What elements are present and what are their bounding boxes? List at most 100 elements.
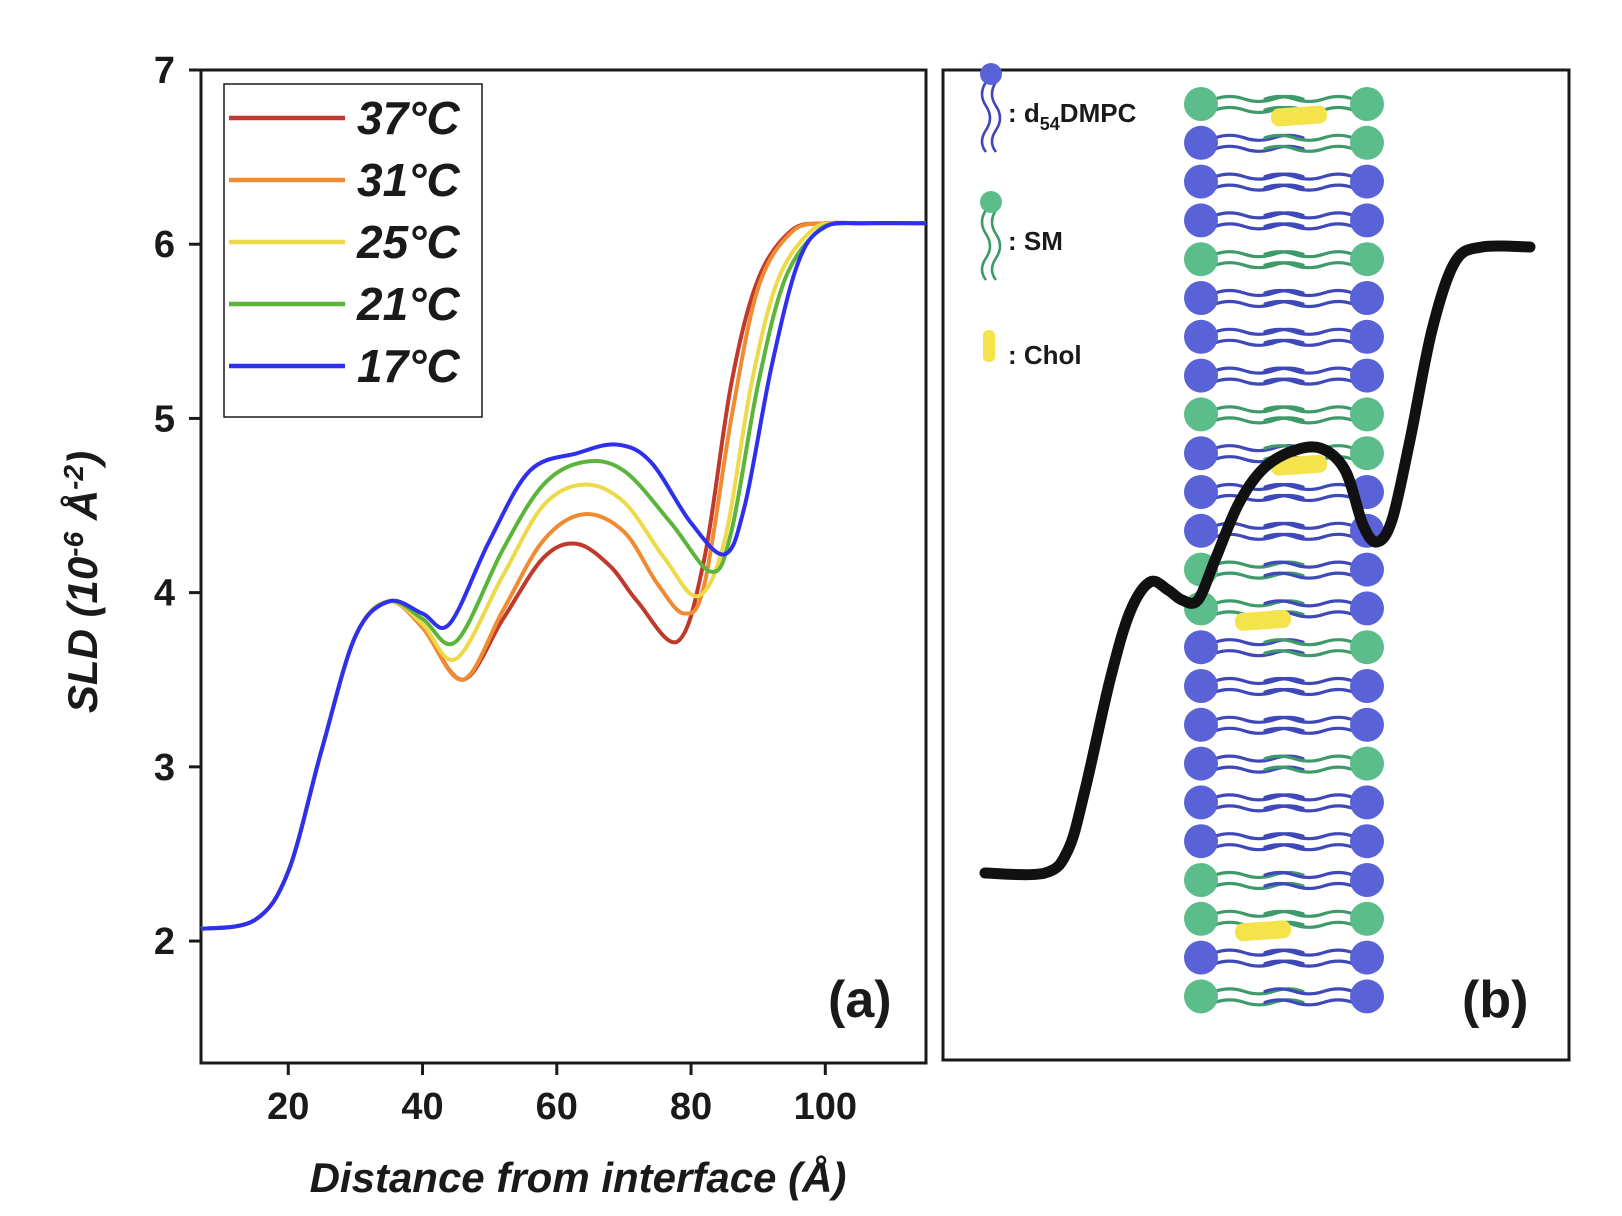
y-axis-title: SLD (10-6 Å-2) — [58, 451, 106, 713]
dmpc-lipid-head — [1184, 203, 1218, 238]
legend-box — [223, 83, 483, 418]
lipid-tail — [1263, 299, 1355, 309]
lipid-tail — [1263, 482, 1355, 492]
lipid-bilayer — [1184, 87, 1384, 1014]
lipid-tail — [1263, 172, 1355, 181]
x-tick-label: 60 — [536, 1086, 578, 1128]
lipid-tail — [1263, 94, 1355, 104]
lipid-tail — [1263, 676, 1355, 686]
lipid-tail — [1263, 804, 1355, 813]
dmpc-lipid-head — [1184, 513, 1218, 548]
dmpc-lipid-head — [1184, 281, 1218, 315]
cholesterol — [1234, 610, 1292, 631]
key-tail — [990, 209, 1002, 281]
lipid-tail — [1263, 338, 1355, 347]
y-tick-label: 3 — [154, 747, 175, 789]
dmpc-lipid-head — [1350, 319, 1384, 354]
key-tail — [990, 81, 1002, 153]
chol-icon: : Chol — [983, 330, 1082, 370]
lipid-tail — [1263, 638, 1355, 647]
lipid-tail — [1263, 327, 1355, 336]
lipid-tail — [1263, 832, 1355, 841]
dmpc-lipid-head — [1184, 475, 1218, 509]
dmpc-lipid-head — [1350, 863, 1384, 897]
panel-b-label: (b) — [1462, 971, 1528, 1029]
lipid-tail — [1263, 416, 1355, 425]
lipid-tail — [1263, 133, 1355, 142]
dmpc-lipid-head — [1184, 358, 1218, 393]
series-lines — [200, 220, 927, 931]
series-line — [200, 220, 927, 931]
lipid-tail — [1263, 687, 1355, 697]
dmpc-lipid-head — [1350, 358, 1384, 393]
lipid-tail — [1263, 998, 1355, 1007]
key-head — [980, 191, 1002, 213]
sm-lipid-head — [1184, 901, 1218, 936]
y-tick-label: 7 — [154, 50, 175, 92]
lipid-tail — [1263, 987, 1355, 996]
dmpc-lipid-head — [1184, 436, 1218, 471]
dmpc-lipid-head — [1184, 669, 1218, 703]
lipid-tail — [1263, 532, 1355, 541]
cholesterol — [1234, 920, 1292, 942]
sld-profile-curve — [979, 240, 1536, 881]
lipid-tail — [1263, 405, 1355, 414]
dmpc-lipid-head — [1350, 979, 1384, 1014]
lipid-tail — [1263, 377, 1355, 386]
y-tick-label: 6 — [154, 224, 175, 266]
x-tick-label: 80 — [670, 1086, 712, 1128]
dmpc-lipid-head — [1184, 125, 1218, 160]
y-tick-label: 2 — [154, 921, 175, 963]
sm-lipid-head — [1350, 125, 1384, 160]
sm-lipid-head — [1350, 630, 1384, 665]
sm-lipid-head — [1184, 397, 1218, 432]
sm-lipid-head — [1184, 242, 1218, 277]
legend: 37°C 31°C 25°C 21°C 17°C — [223, 83, 483, 418]
lipid-tail — [1263, 211, 1355, 220]
sm-lipid-head — [1184, 87, 1218, 121]
d54dmpc-lipid-icon: : d54DMPC — [980, 63, 1137, 153]
lipid-tail — [1263, 183, 1355, 192]
dmpc-lipid-head — [1350, 591, 1384, 626]
x-tick-label: 40 — [401, 1086, 443, 1128]
cholesterol — [1270, 105, 1328, 127]
legend-label: 17°C — [357, 340, 461, 392]
lipid-tail — [1263, 909, 1355, 918]
lipid-tail — [1263, 366, 1355, 375]
lipid-tail — [1263, 144, 1355, 153]
legend-label: 25°C — [356, 216, 461, 268]
legend-label: 21°C — [356, 278, 461, 330]
lipid-tail — [1263, 959, 1355, 968]
lipid-tail — [1263, 793, 1355, 802]
sm-lipid-icon: : SM — [980, 191, 1063, 281]
lipid-tail — [1263, 843, 1355, 852]
dmpc-lipid-head — [1184, 824, 1218, 859]
y-axis-title-exp1: -6 — [58, 531, 89, 556]
dmpc-lipid-head — [1350, 164, 1384, 199]
schematic-key: : d54DMPC : SM : Chol — [980, 63, 1137, 370]
panel-b-schematic: : d54DMPC : SM : Chol (b) — [941, 63, 1571, 1062]
x-axis-title: Distance from interface (Å) — [310, 1154, 847, 1201]
y-axis-title-mid: Å — [59, 490, 106, 532]
lipid-tail — [1263, 649, 1355, 658]
dmpc-lipid-head — [1350, 203, 1384, 238]
dmpc-lipid-head — [1184, 746, 1218, 781]
sm-lipid-head — [1350, 901, 1384, 936]
y-axis: 2 3 4 5 6 7 — [154, 50, 201, 963]
lipid-tail — [1263, 521, 1355, 530]
x-axis: 20 40 60 80 100 — [267, 1063, 857, 1128]
sm-lipid-head — [1184, 979, 1218, 1014]
dmpc-lipid-head — [1184, 785, 1218, 820]
key-tail — [980, 81, 992, 153]
lipid-tail — [1263, 571, 1355, 580]
dmpc-lipid-head — [1350, 707, 1384, 742]
legend-label: 37°C — [357, 92, 461, 144]
lipid-tail — [1263, 493, 1355, 503]
sm-lipid-head — [1350, 436, 1384, 471]
dmpc-lipid-head — [1350, 824, 1384, 859]
x-tick-label: 100 — [794, 1086, 857, 1128]
dmpc-lipid-head — [1184, 707, 1218, 742]
sm-lipid-head — [1350, 87, 1384, 121]
